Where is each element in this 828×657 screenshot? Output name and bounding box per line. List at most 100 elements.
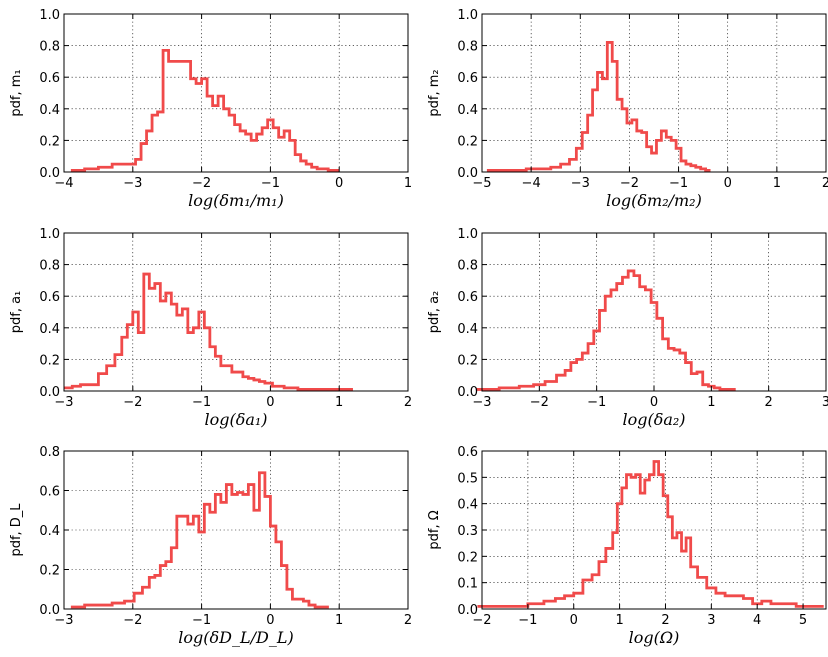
x-axis-label: log(δm₁/m₁) xyxy=(188,191,284,210)
y-axis-label: pdf, m₁ xyxy=(9,69,24,116)
x-tick-label: −5 xyxy=(472,176,491,191)
x-tick-label: −3 xyxy=(54,395,73,410)
y-tick-label: 0.6 xyxy=(457,445,478,460)
x-tick-label: −2 xyxy=(123,613,142,628)
y-tick-label: 0.4 xyxy=(39,103,60,118)
y-tick-label: 0.6 xyxy=(457,71,478,86)
x-tick-label: 0 xyxy=(724,176,732,191)
x-tick-label: −2 xyxy=(192,176,211,191)
y-axis-label: pdf, a₂ xyxy=(427,291,442,334)
x-tick-label: −3 xyxy=(123,176,142,191)
histogram-line xyxy=(64,272,353,391)
x-tick-label: −1 xyxy=(518,613,537,628)
x-tick-label: −4 xyxy=(54,176,73,191)
y-tick-label: 0.6 xyxy=(39,485,60,500)
x-tick-label: −3 xyxy=(472,395,491,410)
x-tick-label: 2 xyxy=(661,613,669,628)
x-tick-label: −2 xyxy=(530,395,549,410)
x-tick-label: −2 xyxy=(472,613,491,628)
subplot-3: −3 −2 −1 0 1 2 0.0 0.2 0.4 0.6 0.8 1.0 log(δa₁) pdf, … xyxy=(9,227,412,429)
y-tick-label: 0.2 xyxy=(457,134,478,149)
y-tick-label: 0.0 xyxy=(39,166,60,181)
x-tick-label: −1 xyxy=(669,176,688,191)
x-tick-label: 1 xyxy=(707,395,715,410)
x-axis-label: log(δD_L/D_L) xyxy=(178,628,293,647)
y-tick-label: 0.4 xyxy=(457,103,478,118)
x-tick-label: 3 xyxy=(707,613,715,628)
x-tick-label: −1 xyxy=(261,176,280,191)
x-tick-label: −2 xyxy=(123,395,142,410)
x-tick-label: 2 xyxy=(404,395,412,410)
histogram-line xyxy=(486,41,711,172)
x-axis-label: log(Ω) xyxy=(629,628,680,647)
x-tick-label: 1 xyxy=(335,613,343,628)
histogram-line xyxy=(477,460,824,608)
x-axis-label: log(δa₁) xyxy=(204,410,267,429)
x-tick-label: −1 xyxy=(587,395,606,410)
y-tick-label: 0.2 xyxy=(39,564,60,579)
x-tick-label: 2 xyxy=(404,613,412,628)
x-tick-label: 4 xyxy=(753,613,761,628)
plot-frame xyxy=(481,13,827,173)
histogram-line xyxy=(70,471,329,609)
x-tick-label: 1 xyxy=(335,395,343,410)
y-tick-label: 0.4 xyxy=(39,322,60,337)
subplot-4: −3 −2 −1 0 1 2 3 0.0 0.2 0.4 0.6 0.8 1.0 log(δa₂) pdf,… xyxy=(427,227,828,429)
y-tick-label: 1.0 xyxy=(39,8,60,23)
subplot-2: −5 −4 −3 −2 −1 0 1 2 0.0 0.2 0.4 0.6 0.8 1.0 log(δm₂/m… xyxy=(427,8,828,210)
y-axis-label: pdf, D_L xyxy=(9,503,24,557)
x-tick-label: 0 xyxy=(266,613,274,628)
y-tick-label: 0.6 xyxy=(39,71,60,86)
x-tick-label: −3 xyxy=(54,613,73,628)
y-tick-label: 0.0 xyxy=(457,603,478,618)
x-tick-label: −3 xyxy=(571,176,590,191)
histogram-line xyxy=(476,269,736,391)
plot-frame xyxy=(63,13,409,173)
y-tick-label: 0.8 xyxy=(457,259,478,274)
y-tick-label: 1.0 xyxy=(39,227,60,242)
subplot-1: −4 −3 −2 −1 0 1 0.0 0.2 0.4 0.6 0.8 1.0 log(δm₁/m₁) p… xyxy=(9,8,412,210)
y-tick-label: 0.4 xyxy=(39,524,60,539)
y-tick-label: 0.0 xyxy=(39,385,60,400)
y-tick-label: 0.8 xyxy=(39,445,60,460)
subplot-6: −2 −1 0 1 2 3 4 5 0.0 0.1 0.2 0.3 0.4 0.5 0.6 log(Ω) pdf… xyxy=(427,445,827,647)
y-tick-label: 0.2 xyxy=(457,550,478,565)
y-tick-label: 0.4 xyxy=(457,498,478,513)
y-axis-label: pdf, m₂ xyxy=(427,69,442,116)
y-tick-label: 0.0 xyxy=(457,385,478,400)
y-tick-label: 0.0 xyxy=(457,166,478,181)
y-axis-label: pdf, Ω xyxy=(427,510,442,549)
x-tick-label: 0 xyxy=(266,395,274,410)
x-tick-label: 2 xyxy=(765,395,773,410)
y-tick-label: 0.2 xyxy=(39,353,60,368)
x-tick-label: −4 xyxy=(522,176,541,191)
y-tick-label: 0.8 xyxy=(457,40,478,55)
x-tick-label: 1 xyxy=(615,613,623,628)
y-tick-label: 0.3 xyxy=(457,524,478,539)
y-tick-label: 0.5 xyxy=(457,471,478,486)
y-tick-label: 0.6 xyxy=(457,290,478,305)
x-tick-label: 5 xyxy=(799,613,807,628)
x-tick-label: 0 xyxy=(570,613,578,628)
x-tick-label: 2 xyxy=(822,176,828,191)
y-tick-label: 1.0 xyxy=(457,8,478,23)
x-tick-label: 0 xyxy=(650,395,658,410)
y-tick-label: 0.0 xyxy=(39,603,60,618)
y-tick-label: 0.4 xyxy=(457,322,478,337)
x-tick-label: 0 xyxy=(335,176,343,191)
y-tick-label: 0.8 xyxy=(39,259,60,274)
y-tick-label: 0.2 xyxy=(39,134,60,149)
x-tick-label: −1 xyxy=(192,395,211,410)
histogram-line xyxy=(70,48,340,172)
subplot-5: −3 −2 −1 0 1 2 0.0 0.2 0.4 0.6 0.8 log(δD_L/D_L) pdf… xyxy=(9,445,412,647)
plot-frame xyxy=(63,232,409,392)
x-tick-label: 1 xyxy=(773,176,781,191)
y-tick-label: 0.8 xyxy=(39,40,60,55)
x-tick-label: −2 xyxy=(620,176,639,191)
y-axis-label: pdf, a₁ xyxy=(9,291,24,334)
x-tick-label: 1 xyxy=(404,176,412,191)
x-axis-label: log(δm₂/m₂) xyxy=(606,191,702,210)
x-axis-label: log(δa₂) xyxy=(622,410,685,429)
x-tick-label: 3 xyxy=(822,395,828,410)
